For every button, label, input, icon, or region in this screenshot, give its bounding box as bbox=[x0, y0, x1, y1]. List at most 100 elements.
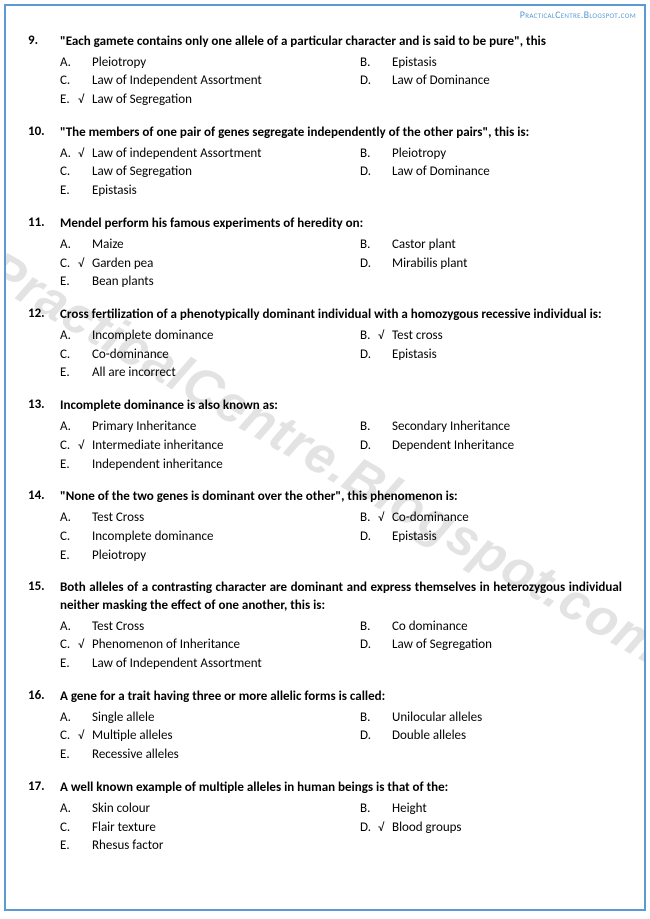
option-letter-box: A. bbox=[60, 54, 92, 73]
question-row: 12. Cross fertilization of a phenotypica… bbox=[28, 306, 622, 324]
option-text: Epistasis bbox=[392, 346, 622, 365]
option-letter-box: D. bbox=[360, 727, 392, 746]
option-letter: D. bbox=[360, 636, 378, 655]
option-letter-box: D.√ bbox=[360, 819, 392, 838]
option-text: Law of Dominance bbox=[392, 163, 622, 182]
option-text: Test Cross bbox=[92, 618, 328, 637]
option-letter-box: A. bbox=[60, 236, 92, 255]
option-cell: E. Recessive alleles bbox=[28, 746, 328, 765]
option-row: E. Independent inheritance bbox=[28, 456, 622, 475]
option-row: A.√ Law of independent Assortment B. Ple… bbox=[28, 145, 622, 164]
option-tick: √ bbox=[378, 820, 390, 837]
option-letter-box: D. bbox=[360, 163, 392, 182]
option-row: C. Flair texture D.√ Blood groups bbox=[28, 819, 622, 838]
option-text: Epistasis bbox=[392, 528, 622, 547]
option-letter: D. bbox=[360, 72, 378, 91]
option-cell: B.√ Test cross bbox=[328, 327, 622, 346]
option-row: E. All are incorrect bbox=[28, 364, 622, 383]
option-letter-box: E. bbox=[60, 655, 92, 674]
option-row: E. Epistasis bbox=[28, 182, 622, 201]
option-letter-box: B. bbox=[360, 54, 392, 73]
option-cell: D.√ Blood groups bbox=[328, 819, 622, 838]
option-letter: A. bbox=[60, 509, 78, 528]
question-text: Incomplete dominance is also known as: bbox=[60, 397, 622, 415]
option-cell: A. Primary Inheritance bbox=[28, 418, 328, 437]
question-number: 10. bbox=[28, 124, 60, 139]
option-row: E. Law of Independent Assortment bbox=[28, 655, 622, 674]
question-number: 9. bbox=[28, 33, 60, 48]
option-letter-box: D. bbox=[360, 528, 392, 547]
option-letter: A. bbox=[60, 236, 78, 255]
option-letter: C. bbox=[60, 72, 78, 91]
option-text: Garden pea bbox=[92, 255, 328, 274]
options-block: A. Test Cross B.√ Co-dominance C. Incomp… bbox=[28, 509, 622, 566]
option-cell: A. Test Cross bbox=[28, 618, 328, 637]
question-row: 17. A well known example of multiple all… bbox=[28, 779, 622, 797]
option-text: Co dominance bbox=[392, 618, 622, 637]
option-letter: E. bbox=[60, 364, 78, 383]
option-letter: D. bbox=[360, 528, 378, 547]
question-text: Both alleles of a contrasting character … bbox=[60, 579, 622, 614]
option-letter: A. bbox=[60, 618, 78, 637]
option-text: Test cross bbox=[392, 327, 622, 346]
option-tick: √ bbox=[378, 328, 390, 345]
content-area: 9. "Each gamete contains only one allele… bbox=[6, 21, 644, 878]
option-letter-box: B. bbox=[360, 418, 392, 437]
option-letter-box: C. bbox=[60, 72, 92, 91]
option-text: Pleiotropy bbox=[392, 145, 622, 164]
option-letter: A. bbox=[60, 709, 78, 728]
option-letter: A. bbox=[60, 327, 78, 346]
question-number: 14. bbox=[28, 488, 60, 503]
option-letter-box: D. bbox=[360, 636, 392, 655]
option-letter: C. bbox=[60, 346, 78, 365]
option-text: Maize bbox=[92, 236, 328, 255]
option-cell: B. Co dominance bbox=[328, 618, 622, 637]
option-letter: B. bbox=[360, 709, 378, 728]
option-letter-box: E. bbox=[60, 182, 92, 201]
option-cell: D. Law of Dominance bbox=[328, 72, 622, 91]
option-text: Incomplete dominance bbox=[92, 528, 328, 547]
option-cell: B. Height bbox=[328, 800, 622, 819]
option-text: Recessive alleles bbox=[92, 746, 328, 765]
option-text: Pleiotropy bbox=[92, 54, 328, 73]
option-cell: B.√ Co-dominance bbox=[328, 509, 622, 528]
option-cell: C. Incomplete dominance bbox=[28, 528, 328, 547]
option-letter: E. bbox=[60, 655, 78, 674]
question-number: 11. bbox=[28, 215, 60, 230]
option-letter: C. bbox=[60, 727, 78, 746]
option-cell: C. Law of Segregation bbox=[28, 163, 328, 182]
option-letter-box: D. bbox=[360, 255, 392, 274]
question-block: 9. "Each gamete contains only one allele… bbox=[28, 33, 622, 110]
option-letter: B. bbox=[360, 509, 378, 528]
option-letter: B. bbox=[360, 418, 378, 437]
option-letter: B. bbox=[360, 327, 378, 346]
option-letter-box: C.√ bbox=[60, 437, 92, 456]
option-letter-box: B. bbox=[360, 236, 392, 255]
option-letter-box: B. bbox=[360, 800, 392, 819]
option-cell: C. Flair texture bbox=[28, 819, 328, 838]
option-letter-box: E. bbox=[60, 273, 92, 292]
option-tick: √ bbox=[78, 92, 90, 109]
options-block: A. Maize B. Castor plant C.√ Garden pea … bbox=[28, 236, 622, 293]
question-block: 11. Mendel perform his famous experiment… bbox=[28, 215, 622, 292]
question-block: 14. "None of the two genes is dominant o… bbox=[28, 488, 622, 565]
option-row: C.√ Intermediate inheritance D. Dependen… bbox=[28, 437, 622, 456]
option-letter-box: B. bbox=[360, 145, 392, 164]
option-letter-box: A.√ bbox=[60, 145, 92, 164]
option-row: C.√ Multiple alleles D. Double alleles bbox=[28, 727, 622, 746]
option-text: Law of Independent Assortment bbox=[92, 72, 328, 91]
option-row: E. Rhesus factor bbox=[28, 837, 622, 856]
option-letter: B. bbox=[360, 54, 378, 73]
option-letter: C. bbox=[60, 437, 78, 456]
option-letter: A. bbox=[60, 145, 78, 164]
option-letter-box: D. bbox=[360, 72, 392, 91]
option-letter-box: E. bbox=[60, 547, 92, 566]
option-text: Law of Segregation bbox=[392, 636, 622, 655]
option-cell: A. Maize bbox=[28, 236, 328, 255]
option-text: Height bbox=[392, 800, 622, 819]
option-cell: A. Single allele bbox=[28, 709, 328, 728]
option-cell: E. Pleiotropy bbox=[28, 547, 328, 566]
option-letter: C. bbox=[60, 163, 78, 182]
option-letter: D. bbox=[360, 163, 378, 182]
option-cell: E.√ Law of Segregation bbox=[28, 91, 328, 110]
